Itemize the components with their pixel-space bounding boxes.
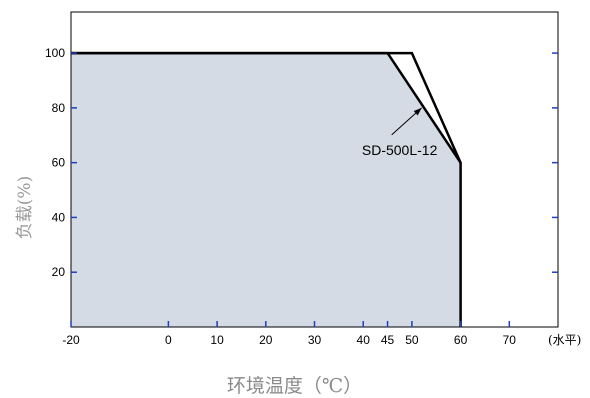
x-axis-label: 环境温度（℃） [227,375,362,397]
x-tick-label: 70 [503,333,517,347]
y-tick-label: 20 [52,265,66,279]
x-tick-label: 30 [308,333,322,347]
y-tick-label: 80 [52,101,66,115]
y-tick-label: 100 [45,46,65,60]
x-tick-label: 0 [165,333,172,347]
annotation-arrowhead [413,107,422,116]
x-tick-label: 45 [381,333,395,347]
x-tick-label: 50 [405,333,419,347]
x-axis-ticks: -20 0 10 20 30 40 45 50 60 70 [62,321,516,347]
y-tick-label: 40 [52,210,66,224]
y-axis-ticks: 20 40 60 80 100 [45,46,558,279]
annotation-label: SD-500L-12 [362,142,438,158]
x-tick-label: 60 [454,333,468,347]
y-tick-label: 60 [52,156,66,170]
series-line-outer [71,51,462,164]
area-fill [71,53,461,328]
annotation: SD-500L-12 [362,107,438,158]
x-tick-label: 10 [210,333,224,347]
x-tick-label: -20 [62,333,80,347]
x-axis-unit: (水平) [548,333,581,347]
x-tick-label: 40 [357,333,371,347]
y-axis-label: 负载(%) [15,176,35,239]
x-tick-label: 20 [259,333,273,347]
